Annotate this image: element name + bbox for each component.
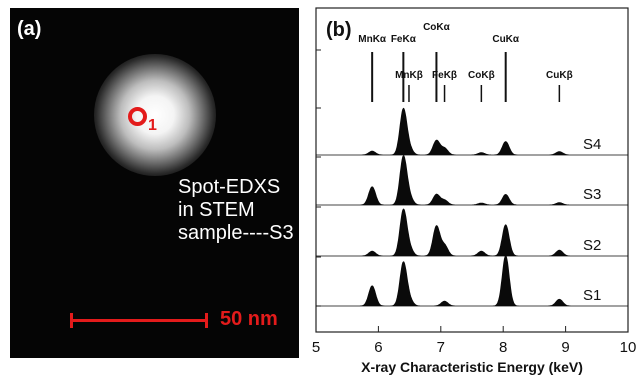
- x-tick-label: 5: [312, 339, 320, 356]
- series-label: S1: [583, 287, 601, 304]
- reference-line-label: FeKβ: [432, 70, 457, 81]
- scale-bar: [70, 313, 208, 328]
- series-label: S4: [583, 136, 601, 153]
- image-caption: Spot-EDXS in STEM sample----S3: [178, 176, 294, 245]
- x-axis-label: X-ray Characteristic Energy (keV): [361, 359, 583, 375]
- caption-line-2: in STEM: [178, 199, 255, 221]
- caption-line-1: Spot-EDXS: [178, 176, 281, 198]
- nanoparticle-spot: [94, 54, 216, 176]
- probe-marker-ring: [128, 107, 147, 126]
- edxs-spectra-panel: (b) 5 6 7 8 9 10 X-ray Characteristic Energy (k…: [300, 0, 643, 378]
- x-tick-label: 6: [374, 339, 382, 356]
- reference-line-label: FeKα: [391, 34, 417, 45]
- reference-line-label: MnKβ: [395, 70, 423, 81]
- spectrum-s2: [316, 208, 628, 257]
- spectrum-s1: [316, 254, 628, 307]
- caption-line-3: sample----S3: [178, 222, 294, 244]
- x-tick-label: 8: [499, 339, 507, 356]
- series-label: S3: [583, 186, 601, 203]
- series-label: S2: [583, 237, 601, 254]
- reference-line-label: CuKβ: [546, 70, 573, 81]
- scale-bar-label: 50 nm: [220, 308, 278, 330]
- panel-a-label: (a): [17, 18, 42, 40]
- probe-marker-number: 1: [148, 117, 157, 134]
- spectrum-s3: [316, 155, 628, 206]
- reference-line-label: MnKα: [358, 34, 387, 45]
- spectrum-s4: [316, 107, 628, 156]
- reference-line-label: CoKβ: [468, 70, 495, 81]
- reference-line-label: CuKα: [492, 34, 520, 45]
- panel-b-label: (b): [326, 19, 352, 41]
- x-tick-label: 7: [437, 339, 445, 356]
- reference-line-label: CoKα: [423, 22, 451, 33]
- plot-frame: [315, 7, 629, 333]
- x-tick-label: 10: [620, 339, 637, 356]
- edxs-chart: (b) 5 6 7 8 9 10 X-ray Characteristic Energy (k…: [312, 7, 637, 375]
- stem-image-panel: (a) 1 Spot-EDXS in STEM sample----S3 50 …: [10, 8, 299, 358]
- x-tick-label: 9: [561, 339, 569, 356]
